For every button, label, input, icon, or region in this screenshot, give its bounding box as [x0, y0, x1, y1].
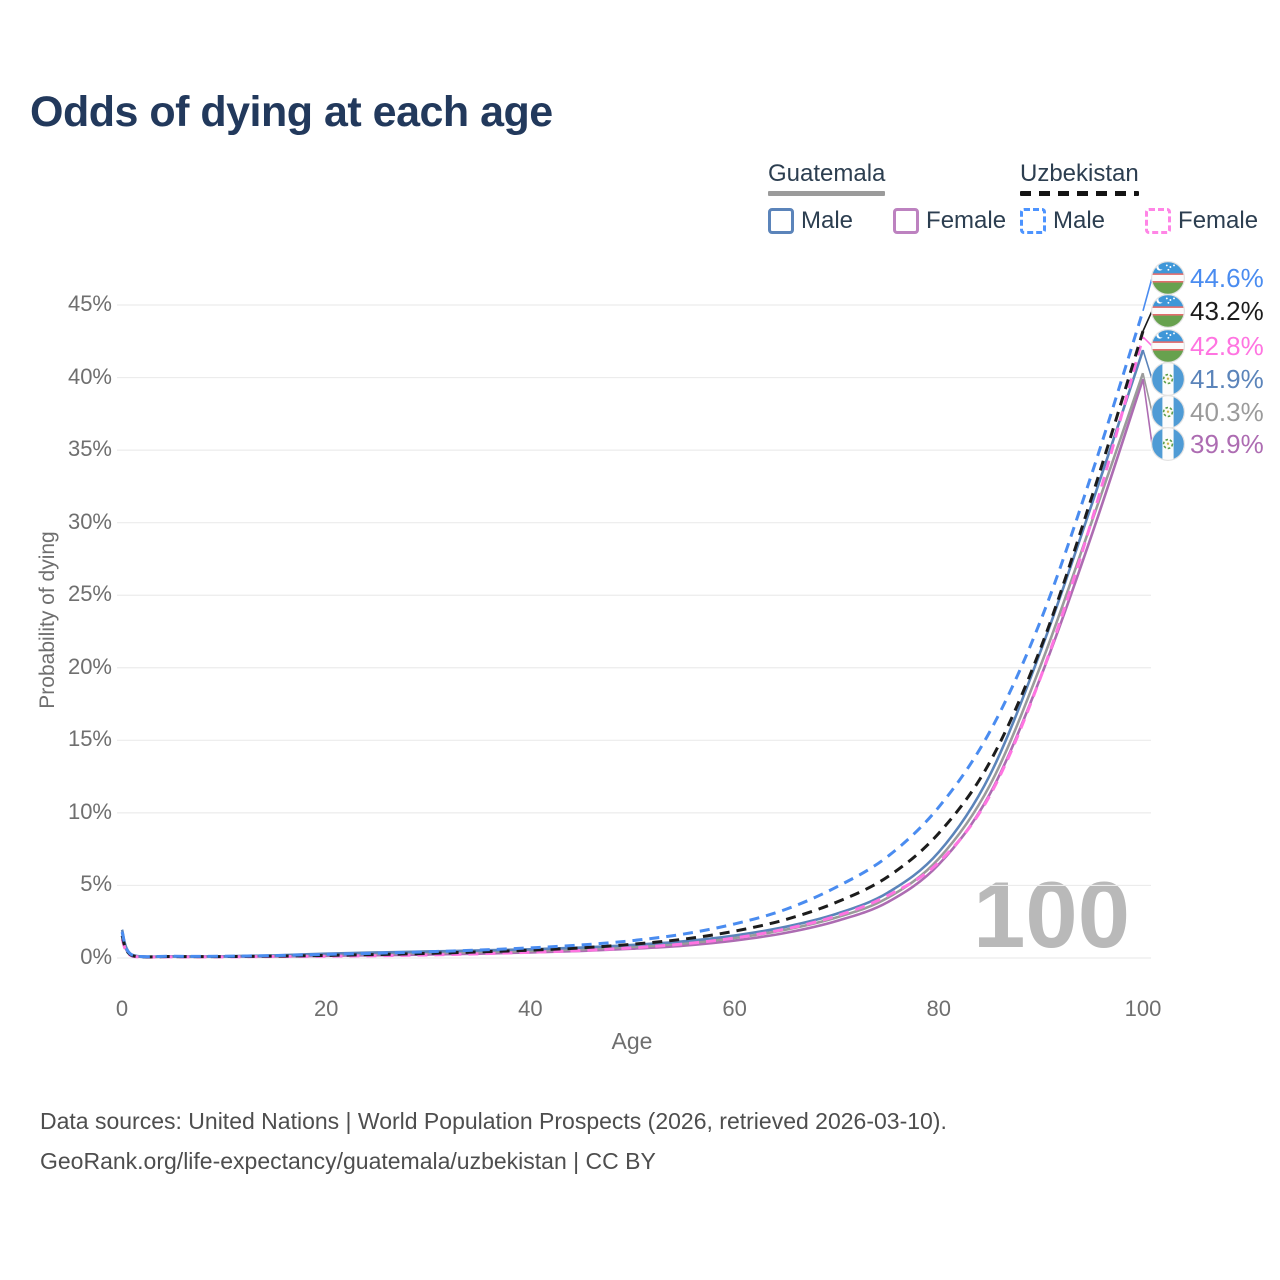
x-tick-label: 40 [518, 996, 543, 1021]
page-title: Odds of dying at each age [30, 88, 553, 136]
footer-data-sources: Data sources: United Nations | World Pop… [40, 1108, 947, 1134]
legend-items: Male Female [768, 207, 1046, 235]
guatemala-flag-icon [1151, 427, 1185, 461]
x-tick-label: 20 [313, 996, 339, 1021]
legend-group-guatemala: Guatemala Male Female [768, 160, 1046, 235]
legend-linestyle-sample [1020, 191, 1139, 196]
end-value-label: 40.3% [1190, 396, 1264, 427]
legend-item-label: Female [1178, 207, 1259, 234]
y-tick-label: 25% [67, 581, 112, 607]
x-tick-label: 80 [926, 996, 952, 1021]
legend-group-uzbekistan: Uzbekistan Male Female [1020, 160, 1280, 235]
legend-country-header: Guatemala [768, 160, 886, 196]
end-value-label: 42.8% [1190, 330, 1264, 361]
legend-item-guatemala-female: Female [893, 207, 1006, 235]
y-tick-label: 5% [80, 871, 112, 897]
legend-country-header: Uzbekistan [1020, 160, 1139, 196]
guatemala-flag-icon [1151, 395, 1185, 429]
y-tick-label: 20% [67, 653, 112, 679]
legend-item-uzbekistan-female: Female [1145, 207, 1258, 235]
uzbekistan-flag-icon [1151, 294, 1185, 328]
legend-checkbox-uzbekistan-female[interactable] [1145, 208, 1172, 234]
end-label-guatemala-both-sexes: 40.3% [1151, 395, 1264, 429]
legend-country-name: Uzbekistan [1020, 160, 1139, 187]
footer-attribution: GeoRank.org/life-expectancy/guatemala/uz… [40, 1148, 656, 1174]
legend-checkbox-guatemala-male[interactable] [768, 208, 794, 234]
end-value-label: 41.9% [1190, 363, 1264, 394]
guatemala-flag-icon [1151, 362, 1185, 396]
legend-item-guatemala-male: Male [768, 207, 853, 235]
legend-checkbox-uzbekistan-male[interactable] [1020, 208, 1046, 234]
y-tick-label: 10% [67, 798, 112, 824]
x-tick-label: 100 [1124, 996, 1162, 1021]
legend-item-uzbekistan-male: Male [1020, 207, 1105, 235]
legend-linestyle-sample [768, 191, 886, 196]
legend-items: Male Female [1020, 207, 1280, 235]
end-value-label: 43.2% [1190, 295, 1264, 326]
end-label-uzbekistan-female: 42.8% [1151, 329, 1264, 363]
legend-checkbox-guatemala-female[interactable] [893, 208, 920, 234]
legend-item-label: Male [801, 207, 854, 234]
end-label-uzbekistan-male: 44.6% [1151, 261, 1264, 295]
legend-item-label: Female [926, 207, 1007, 234]
end-value-label: 39.9% [1190, 428, 1264, 459]
y-tick-label: 0% [80, 944, 112, 969]
legend-item-label: Male [1053, 207, 1106, 234]
y-tick-label: 40% [67, 363, 112, 389]
end-label-guatemala-female: 39.9% [1151, 427, 1264, 461]
y-tick-label: 15% [67, 726, 112, 752]
end-label-guatemala-male: 41.9% [1151, 362, 1264, 396]
y-tick-label: 35% [67, 436, 112, 462]
y-tick-label: 45% [67, 291, 112, 316]
x-tick-label: 60 [722, 996, 747, 1021]
end-value-label: 44.6% [1190, 262, 1264, 293]
x-tick-label: 0 [115, 996, 129, 1021]
uzbekistan-flag-icon [1151, 261, 1185, 295]
series-line-uzbekistan-male [120, 310, 1145, 959]
legend-country-name: Guatemala [768, 160, 886, 187]
hovered-age-watermark: 100 [973, 862, 1130, 967]
end-label-uzbekistan-both-sexes: 43.2% [1151, 294, 1264, 328]
x-axis-title: Age [611, 1028, 653, 1054]
y-tick-label: 30% [67, 508, 112, 534]
uzbekistan-flag-icon [1151, 329, 1185, 363]
